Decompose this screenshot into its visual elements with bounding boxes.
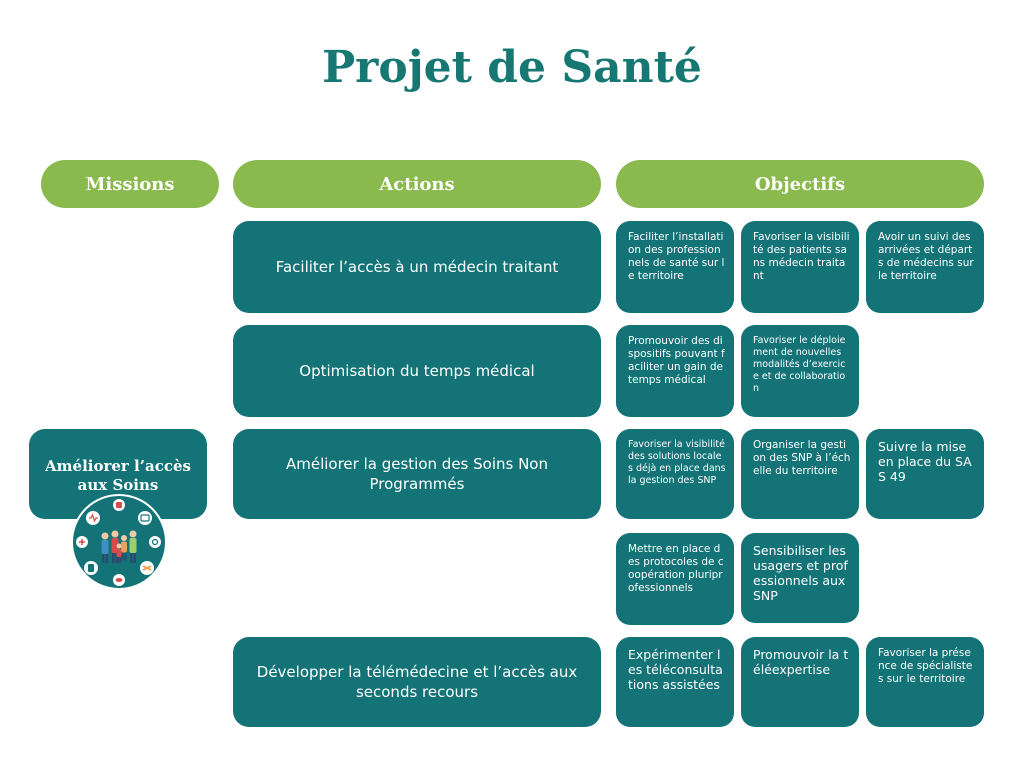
objective-card: Mettre en place des protocoles de coopér… — [616, 533, 734, 625]
objective-card: Sensibiliser les usagers et professionne… — [741, 533, 859, 623]
action-label: Développer la télémédecine et l’accès au… — [256, 663, 578, 701]
objective-card: Favoriser la visibilité des solutions lo… — [616, 429, 734, 519]
objective-card: Expérimenter les téléconsultations assis… — [616, 637, 734, 727]
action-label: Optimisation du temps médical — [299, 362, 535, 380]
action-soins-non-programmes: Améliorer la gestion des Soins Non Progr… — [233, 429, 601, 519]
objective-card: Favoriser le déploiement de nouvelles mo… — [741, 325, 859, 417]
objective-card: Promouvoir la téléexpertise — [741, 637, 859, 727]
family-health-emblem-icon — [71, 494, 167, 590]
objective-card: Organiser la gestion des SNP à l’échelle… — [741, 429, 859, 519]
header-missions: Missions — [41, 160, 219, 208]
page-title: Projet de Santé — [322, 42, 702, 93]
action-medecin-traitant: Faciliter l’accès à un médecin traitant — [233, 221, 601, 313]
action-telemedecine: Développer la télémédecine et l’accès au… — [233, 637, 601, 727]
header-actions: Actions — [233, 160, 601, 208]
objective-card: Favoriser la présence de spécialistes su… — [866, 637, 984, 727]
objective-card: Suivre la mise en place du SAS 49 — [866, 429, 984, 519]
header-objectifs: Objectifs — [616, 160, 984, 208]
action-label: Faciliter l’accès à un médecin traitant — [275, 258, 559, 276]
objective-card: Favoriser la visibilité des patients san… — [741, 221, 859, 313]
objective-card: Faciliter l’installation des professionn… — [616, 221, 734, 313]
action-label: Améliorer la gestion des Soins Non Progr… — [285, 455, 548, 493]
action-temps-medical: Optimisation du temps médical — [233, 325, 601, 417]
objective-card: Avoir un suivi des arrivées et départs d… — [866, 221, 984, 313]
objective-card: Promouvoir des dispositifs pouvant facil… — [616, 325, 734, 417]
mission-label: Améliorer l’accès aux Soins — [45, 457, 191, 494]
